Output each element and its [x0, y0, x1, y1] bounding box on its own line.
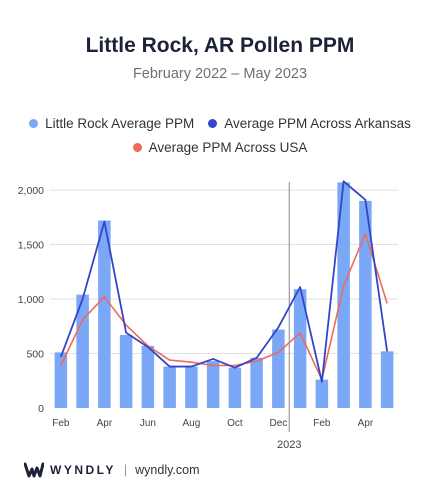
footer-site-link[interactable]: wyndly.com	[135, 463, 200, 477]
bar	[54, 352, 68, 408]
footer: WYNDLY | wyndly.com	[24, 462, 200, 478]
x-tick-label: Aug	[182, 418, 200, 429]
legend-label-usa: Average PPM Across USA	[148, 140, 308, 155]
bar	[315, 379, 329, 408]
series-line-usa	[60, 232, 388, 381]
legend-item-arkansas: Average PPM Across Arkansas	[208, 116, 411, 131]
y-tick-label: 1,000	[18, 294, 44, 306]
bar	[250, 357, 263, 408]
year-label: 2023	[277, 439, 301, 451]
chart-plot: 0 500 1,000 1,500 2,000 Feb Apr Jun Aug Oct Dec Feb…	[18, 180, 398, 451]
chart-subtitle: February 2022 – May 2023	[132, 66, 308, 82]
legend-item-usa: Average PPM Across USA	[132, 140, 308, 155]
bar	[359, 200, 372, 408]
x-tick-label: Feb	[52, 418, 70, 429]
footer-brand: WYNDLY	[50, 463, 116, 477]
wyndly-w-icon	[24, 462, 44, 478]
x-tick-label: Feb	[313, 418, 331, 429]
bar	[293, 289, 307, 408]
legend-dot-usa	[132, 143, 142, 152]
y-tick-label: 0	[38, 403, 44, 415]
bar	[141, 345, 155, 408]
footer-separator: |	[123, 463, 128, 477]
legend-label-arkansas: Average PPM Across Arkansas	[224, 116, 411, 131]
bar	[76, 294, 89, 408]
bar	[98, 220, 111, 408]
legend-row-2: Average PPM Across USA	[0, 140, 440, 155]
x-tick-label: Apr	[97, 418, 113, 429]
y-tick-label: 500	[26, 349, 44, 361]
legend-row-1: Little Rock Average PPM Average PPM Acro…	[0, 116, 440, 131]
bar	[272, 329, 285, 408]
bar	[228, 367, 242, 408]
legend-dot-arkansas	[208, 119, 218, 128]
bar	[380, 351, 394, 408]
y-tick-label: 1,500	[18, 240, 44, 252]
bar	[163, 366, 176, 408]
x-tick-label: Apr	[358, 418, 374, 429]
x-tick-label: Dec	[269, 418, 287, 429]
bar	[206, 361, 220, 408]
chart-title: Little Rock, AR Pollen PPM	[85, 34, 355, 57]
bar	[185, 366, 198, 408]
series-line-arkansas	[60, 180, 389, 383]
bar	[337, 182, 350, 408]
x-tick-label: Jun	[140, 418, 156, 429]
y-tick-label: 2,000	[18, 185, 44, 197]
legend-dot-little-rock	[29, 119, 39, 128]
legend-item-little-rock: Little Rock Average PPM	[29, 116, 194, 131]
bar	[119, 334, 133, 408]
legend-label-little-rock: Little Rock Average PPM	[45, 116, 195, 131]
x-tick-label: Oct	[227, 418, 243, 429]
